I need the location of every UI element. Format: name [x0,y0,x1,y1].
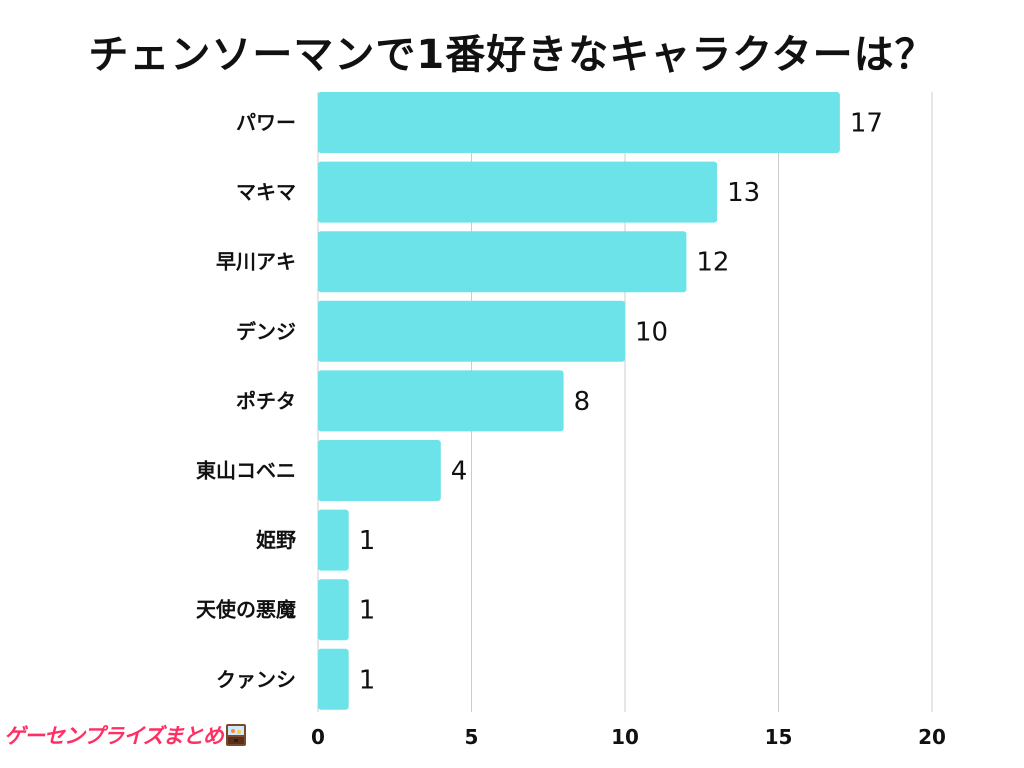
bars [318,92,840,710]
category-label: 姫野 [256,528,296,552]
category-label: 天使の悪魔 [196,598,296,622]
category-label: クァンシ [216,667,296,691]
bar [318,579,349,641]
category-label: マキマ [236,180,296,204]
value-label: 13 [727,178,760,208]
watermark: ゲーセンプライズまとめ [4,720,247,750]
value-label: 1 [359,526,376,556]
value-label: 1 [359,665,376,695]
value-label: 1 [359,596,376,626]
bar [318,300,625,362]
value-label: 12 [696,248,729,278]
bar [318,92,840,153]
x-tick-label: 10 [611,725,639,749]
prize-machine-icon [225,723,247,747]
chart-title: チェンソーマンで1番好きなキャラクターは？ [88,32,936,78]
category-label: 早川アキ [216,250,296,274]
x-tick-label: 20 [918,725,946,749]
value-labels: 17 13 12 10 8 4 1 1 1 [359,109,883,696]
bar [318,648,349,710]
bar [318,509,349,571]
watermark-text: ゲーセンプライズまとめ [4,724,224,748]
bar [318,370,564,432]
category-label: デンジ [236,319,296,343]
x-tick-label: 15 [765,725,793,749]
category-label: 東山コベニ [196,459,296,483]
value-label: 8 [574,387,591,417]
x-tick-label: 5 [465,725,479,749]
bar [318,231,687,293]
x-tick-label: 0 [311,725,325,749]
x-axis-ticks: 0 5 10 15 20 [311,725,946,749]
bar [318,440,441,501]
bar [318,161,718,223]
value-label: 4 [451,457,468,487]
category-label: ポチタ [236,389,296,413]
value-label: 10 [635,317,668,347]
value-label: 17 [850,109,883,139]
category-label: パワー [236,111,296,135]
